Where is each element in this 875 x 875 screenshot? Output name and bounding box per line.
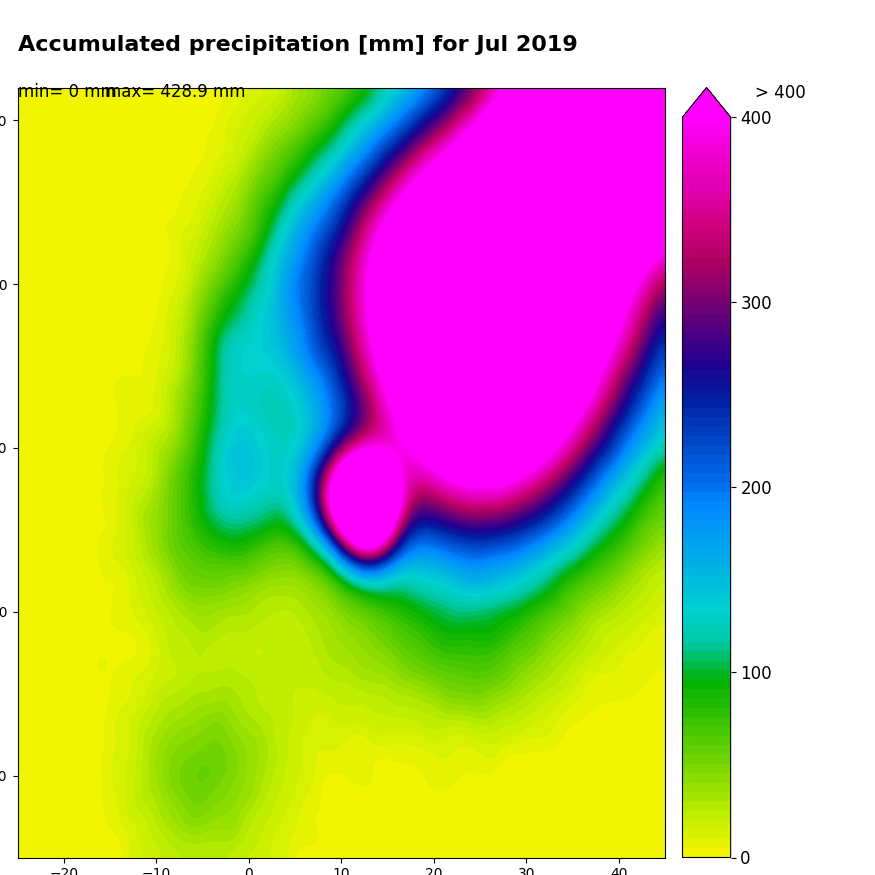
Text: > 400: > 400 xyxy=(755,84,806,102)
Text: min= 0 mm: min= 0 mm xyxy=(18,83,116,102)
PathPatch shape xyxy=(682,88,731,117)
Text: Accumulated precipitation [mm] for Jul 2019: Accumulated precipitation [mm] for Jul 2… xyxy=(18,35,578,55)
Text: max= 428.9 mm: max= 428.9 mm xyxy=(105,83,246,102)
